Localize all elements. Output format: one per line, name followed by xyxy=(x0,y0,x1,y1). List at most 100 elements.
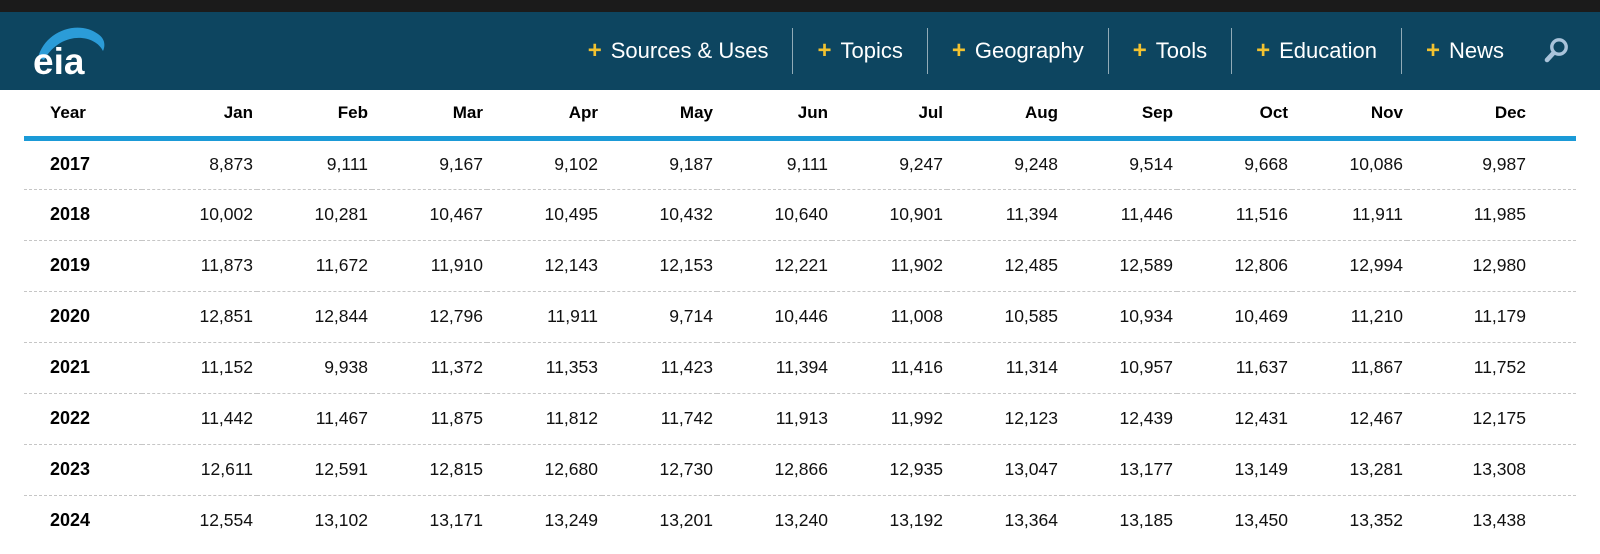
table-row-2020: 2020 12,851 12,844 12,796 11,911 9,714 10,446… xyxy=(24,291,1576,342)
value-cell: 10,585 xyxy=(1004,306,1058,326)
value-cell: 11,812 xyxy=(545,408,598,428)
logo-text: eia xyxy=(33,41,85,82)
value-cell: 10,934 xyxy=(1119,306,1173,326)
column-header-jun: Jun xyxy=(717,90,832,141)
value-cell: 10,467 xyxy=(429,204,483,224)
value-cell: 11,902 xyxy=(890,255,943,275)
nav-item-sources-uses[interactable]: + Sources & Uses xyxy=(564,28,793,74)
value-cell: 12,431 xyxy=(1234,408,1288,428)
table-row-2023: 2023 12,611 12,591 12,815 12,680 12,730 12,86… xyxy=(24,444,1576,495)
value-cell: 12,730 xyxy=(659,459,713,479)
content-area: Year Jan Feb Mar Apr May Jun Jul Aug Sep… xyxy=(0,90,1600,546)
value-cell: 11,873 xyxy=(200,255,253,275)
value-cell: 13,450 xyxy=(1234,510,1288,531)
year-cell: 2020 xyxy=(50,306,91,326)
value-cell: 12,796 xyxy=(429,306,483,326)
nav-label: Tools xyxy=(1155,38,1208,63)
value-cell: 10,957 xyxy=(1119,357,1173,377)
header-right: + Sources & Uses + Topics + Geography + … xyxy=(564,28,1572,74)
table-row-2018: 2018 10,002 10,281 10,467 10,495 10,432 10,64… xyxy=(24,189,1576,240)
nav-label: Sources & Uses xyxy=(610,38,769,63)
column-header-apr: Apr xyxy=(487,90,602,141)
nav-item-geography[interactable]: + Geography xyxy=(926,28,1108,74)
nav-label: Geography xyxy=(974,38,1084,63)
value-cell: 13,281 xyxy=(1349,459,1403,479)
column-header-aug: Aug xyxy=(947,90,1062,141)
nav-item-tools[interactable]: + Tools xyxy=(1107,28,1231,74)
year-cell: 2019 xyxy=(50,255,91,275)
value-cell: 10,495 xyxy=(544,204,598,224)
value-cell: 11,394 xyxy=(775,357,828,377)
value-cell: 11,672 xyxy=(315,255,368,275)
value-cell: 13,352 xyxy=(1349,510,1403,531)
value-cell: 12,591 xyxy=(314,459,368,479)
value-cell: 12,851 xyxy=(199,306,253,326)
table-row-2017: 2017 8,873 9,111 9,167 9,102 9,187 9,111 9,247… xyxy=(24,138,1576,189)
year-cell: 2018 xyxy=(50,204,91,224)
year-cell: 2021 xyxy=(50,357,91,377)
column-header-jul: Jul xyxy=(832,90,947,141)
nav-item-news[interactable]: + News xyxy=(1400,28,1528,74)
value-cell: 12,589 xyxy=(1119,255,1173,275)
main-nav: + Sources & Uses + Topics + Geography + … xyxy=(564,28,1528,74)
value-cell: 11,394 xyxy=(1005,204,1058,224)
value-cell: 10,432 xyxy=(659,204,713,224)
column-header-sep: Sep xyxy=(1062,90,1177,141)
data-table: Year Jan Feb Mar Apr May Jun Jul Aug Sep… xyxy=(24,90,1576,546)
search-icon[interactable] xyxy=(1542,36,1572,66)
value-cell: 10,086 xyxy=(1349,154,1403,174)
value-cell: 12,439 xyxy=(1119,408,1173,428)
value-cell: 11,467 xyxy=(315,408,368,428)
value-cell: 11,516 xyxy=(1235,204,1288,224)
value-cell: 9,247 xyxy=(899,154,943,174)
plus-icon: + xyxy=(1256,37,1271,64)
value-cell: 8,873 xyxy=(209,154,253,174)
value-cell: 9,514 xyxy=(1129,154,1173,174)
value-cell: 13,192 xyxy=(889,510,943,531)
plus-icon: + xyxy=(817,37,832,64)
value-cell: 13,438 xyxy=(1472,510,1526,531)
plus-icon: + xyxy=(951,37,966,64)
column-header-year: Year xyxy=(24,90,142,141)
value-cell: 10,002 xyxy=(199,204,253,224)
value-cell: 9,111 xyxy=(786,154,828,174)
table-row-2022: 2022 11,442 11,467 11,875 11,812 11,742 11,91… xyxy=(24,393,1576,444)
value-cell: 10,281 xyxy=(314,204,368,224)
value-cell: 10,469 xyxy=(1234,306,1288,326)
column-header-may: May xyxy=(602,90,717,141)
value-cell: 9,102 xyxy=(554,154,598,174)
value-cell: 12,175 xyxy=(1472,408,1526,428)
value-cell: 11,446 xyxy=(1120,204,1173,224)
value-cell: 11,985 xyxy=(1473,204,1526,224)
year-cell: 2024 xyxy=(50,510,91,531)
year-cell: 2022 xyxy=(50,408,91,428)
plus-icon: + xyxy=(587,37,602,64)
nav-item-education[interactable]: + Education xyxy=(1231,28,1401,74)
value-cell: 13,240 xyxy=(774,510,828,531)
nav-label: News xyxy=(1448,38,1504,63)
value-cell: 11,008 xyxy=(890,306,943,326)
value-cell: 11,911 xyxy=(1352,204,1403,224)
value-cell: 11,423 xyxy=(660,357,713,377)
value-cell: 11,867 xyxy=(1350,357,1403,377)
column-header-jan: Jan xyxy=(142,90,257,141)
eia-logo[interactable]: eia xyxy=(33,22,107,80)
value-cell: 11,314 xyxy=(1005,357,1058,377)
site-header: eia + Sources & Uses + Topics + Geograph… xyxy=(0,12,1600,90)
column-header-dec: Dec xyxy=(1407,90,1576,141)
nav-item-topics[interactable]: + Topics xyxy=(792,28,926,74)
nav-label: Education xyxy=(1279,38,1377,63)
value-cell: 10,901 xyxy=(889,204,943,224)
value-cell: 12,815 xyxy=(429,459,483,479)
year-cell: 2017 xyxy=(50,154,91,174)
value-cell: 11,372 xyxy=(430,357,483,377)
value-cell: 11,210 xyxy=(1350,306,1403,326)
value-cell: 11,742 xyxy=(660,408,713,428)
browser-top-strip xyxy=(0,0,1600,12)
value-cell: 10,446 xyxy=(774,306,828,326)
value-cell: 12,554 xyxy=(199,510,253,531)
table-row-2021: 2021 11,152 9,938 11,372 11,353 11,423 11,394… xyxy=(24,342,1576,393)
nav-label: Topics xyxy=(840,38,903,63)
value-cell: 11,416 xyxy=(890,357,943,377)
value-cell: 13,171 xyxy=(429,510,483,531)
